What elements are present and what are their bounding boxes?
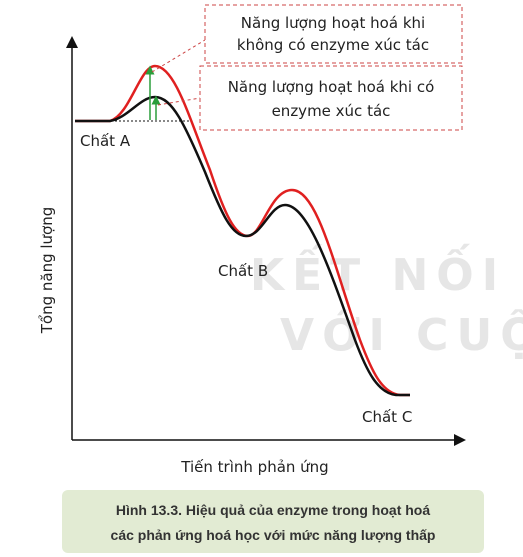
caption: các phản ứng hoá học với mức năng lượng … bbox=[111, 527, 436, 543]
watermark-text: VỚI CUỘC bbox=[280, 308, 523, 361]
leader bbox=[151, 39, 206, 73]
label: Năng lượng hoạt hoá khi bbox=[241, 14, 425, 32]
caption-box bbox=[62, 490, 484, 553]
substance-label: Chất C bbox=[362, 408, 412, 426]
label: Năng lượng hoạt hoá khi có bbox=[228, 78, 435, 96]
watermark-text: KẾT NỐI TR bbox=[250, 243, 523, 301]
x-axis-title: Tiến trình phản ứng bbox=[180, 458, 328, 476]
label: enzyme xúc tác bbox=[272, 102, 391, 120]
label-box bbox=[204, 4, 463, 64]
leader bbox=[157, 97, 201, 106]
watermark: KẾT NỐI TR VỚI CUỘC bbox=[250, 243, 523, 361]
substance-label: Chất B bbox=[218, 262, 268, 280]
label-box bbox=[199, 65, 463, 131]
substance-label: Chất A bbox=[80, 132, 131, 150]
caption: Hình 13.3. Hiệu quả của enzyme trong hoạ… bbox=[116, 502, 430, 518]
y-axis-title: Tổng năng lượng bbox=[38, 207, 56, 335]
label: không có enzyme xúc tác bbox=[237, 36, 429, 54]
